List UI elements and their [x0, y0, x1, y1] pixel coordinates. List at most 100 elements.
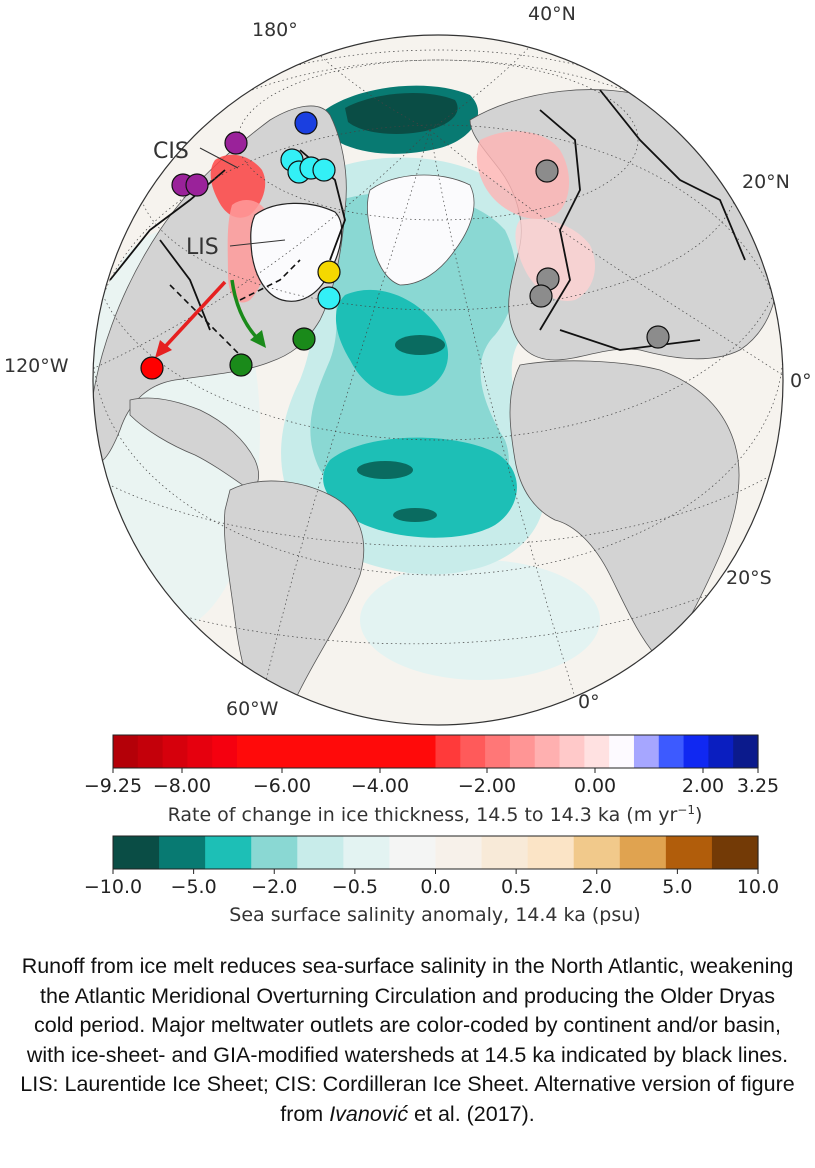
salinity-anomaly-core-2 [393, 508, 437, 522]
colorbar-ice-tick-label: 2.00 [682, 775, 724, 797]
figure-caption: Runoff from ice melt reduces sea-surface… [20, 952, 795, 1129]
colorbar-ice-cell [286, 735, 313, 768]
colorbar-salinity-cell [159, 836, 206, 869]
outlet-yellow [317, 260, 341, 284]
lis-leader-line [229, 239, 286, 247]
colorbar-ice-cell [683, 735, 709, 768]
colorbar-ice-cell [609, 735, 635, 768]
outlet-green-2 [292, 327, 316, 351]
outlet-gray-3 [529, 284, 553, 308]
colorbar-salinity-cell [435, 836, 483, 869]
colorbar-ice-cell [509, 735, 536, 768]
colorbar-salinity-tick-label: −5.0 [171, 876, 217, 898]
greenland-land [366, 174, 475, 286]
colorbar-ice-cell [162, 735, 189, 768]
colorbar-ice-cell [385, 735, 412, 768]
colorbar-salinity-cell [205, 836, 252, 869]
colorbar-ice-cell [113, 735, 139, 768]
colorbar-ice-cell [733, 735, 759, 768]
outlet-gray-1 [535, 159, 559, 183]
colorbar-salinity-tick-label: 0.5 [501, 876, 531, 898]
outlet-purple-1 [224, 131, 248, 155]
colorbar-ice-cell [336, 735, 362, 768]
colorbar-salinity-tick-label: 5.0 [662, 876, 692, 898]
colorbar-ice-cell [485, 735, 511, 768]
label-lon-0-bottom: 0° [578, 691, 600, 713]
colorbar-ice-cell [311, 735, 337, 768]
colorbar-salinity-cell [573, 836, 621, 869]
colorbar-salinity-cell [481, 836, 529, 869]
label-lon-60w: 60°W [226, 698, 279, 720]
colorbar-ice-cell [361, 735, 387, 768]
salinity-anomaly-core-3 [395, 335, 445, 355]
colorbar-salinity-cell [343, 836, 391, 869]
caption-text: Runoff from ice melt reduces sea-surface… [20, 954, 795, 1126]
colorbar-ice-cell [212, 735, 238, 768]
outlet-red [140, 356, 164, 380]
arctic-salinity-anomaly-dark [345, 93, 458, 134]
label-lon-180: 180° [252, 19, 298, 41]
label-lon-120w: 120°W [4, 355, 69, 377]
colorbar-ice-cell [137, 735, 164, 768]
outlet-cyan-4 [312, 158, 336, 182]
colorbar-salinity-cell [389, 836, 437, 869]
colorbar-ice-tick-label: 0.00 [574, 775, 616, 797]
colorbar-ice-cell [435, 735, 461, 768]
colorbar-ice-cell [584, 735, 610, 768]
eurasia-ice-loss [515, 218, 595, 301]
colorbar-ice-cell [534, 735, 561, 768]
colorbar-ice-tick-label: −6.00 [253, 775, 311, 797]
outlet-blue [294, 111, 318, 135]
colorbar-ice-cell [410, 735, 437, 768]
colorbar-salinity-tick-label: 2.0 [582, 876, 612, 898]
colorbar-ice-cell [237, 735, 263, 768]
caption-citation-rest: et al. (2017). [408, 1101, 535, 1126]
colorbar-ice-tick-label: 3.25 [737, 775, 779, 797]
colorbar-ice-tick-label: −8.00 [153, 775, 211, 797]
watershed-lines-dashed [169, 259, 301, 356]
colorbar-ice-cell [633, 735, 660, 768]
colorbar-ice-tick-label: −4.00 [351, 775, 409, 797]
outlet-markers [140, 111, 670, 380]
outlet-purple-3 [185, 173, 209, 197]
south-atlantic-faint [360, 560, 600, 680]
colorbar-salinity-cell [527, 836, 575, 869]
label-lis: LIS [186, 235, 219, 260]
colorbar-ice-title: Rate of change in ice thickness, 14.5 to… [168, 803, 703, 826]
colorbar-ice-cell [261, 735, 288, 768]
colorbar-ice: −9.25 −8.00 −6.00 −4.00 −2.00 0.00 2.00 3.25 Ra… [84, 734, 779, 826]
colorbar-ice-tick-label: −9.25 [84, 775, 142, 797]
colorbar-salinity-cell [251, 836, 298, 869]
globe-outline [92, 34, 784, 726]
watershed-lines [109, 89, 746, 351]
label-lat-20n: 20°N [742, 171, 790, 193]
colorbar-salinity-tick-label: −0.5 [332, 876, 378, 898]
colorbar-ice-cell [460, 735, 486, 768]
globe-map: 180° 40°N 20°N 120°W 0° 20°S 60°W 0° CIS… [4, 3, 812, 926]
cis-leader-line [199, 147, 239, 169]
colorbar-salinity-title: Sea surface salinity anomaly, 14.4 ka (p… [229, 904, 640, 926]
colorbar-ice-cell [658, 735, 685, 768]
colorbar-salinity-tick-label: 0.0 [420, 876, 450, 898]
colorbar-ice-tick-label: −2.00 [458, 775, 516, 797]
colorbar-salinity-tick-label: −10.0 [84, 876, 142, 898]
colorbar-ice-cell [708, 735, 734, 768]
salinity-anomaly-core-1 [357, 461, 413, 479]
salinity-anomaly-strong [335, 289, 449, 396]
colorbar-salinity-tick-label: 10.0 [737, 876, 779, 898]
colorbar-salinity-cell [113, 836, 160, 869]
label-lat-40n: 40°N [528, 3, 576, 25]
colorbar-salinity-cell [297, 836, 344, 869]
outlet-cyan-5 [317, 286, 341, 310]
label-cis: CIS [153, 139, 189, 164]
outlet-gray-4 [646, 325, 670, 349]
label-lon-0-right: 0° [790, 370, 812, 392]
colorbar-ice-frame [112, 734, 759, 769]
colorbar-salinity-tick-label: −2.0 [251, 876, 297, 898]
outlet-green-1 [229, 353, 253, 377]
colorbar-ice-cell [559, 735, 585, 768]
colorbar-ice-cell [187, 735, 213, 768]
colorbar-salinity: −10.0 −5.0 −2.0 −0.5 0.0 0.5 2.0 5.0 10.0 Sea su… [84, 835, 779, 926]
caption-citation-author: Ivanović [329, 1101, 409, 1126]
meltwater-arrows [155, 279, 266, 358]
